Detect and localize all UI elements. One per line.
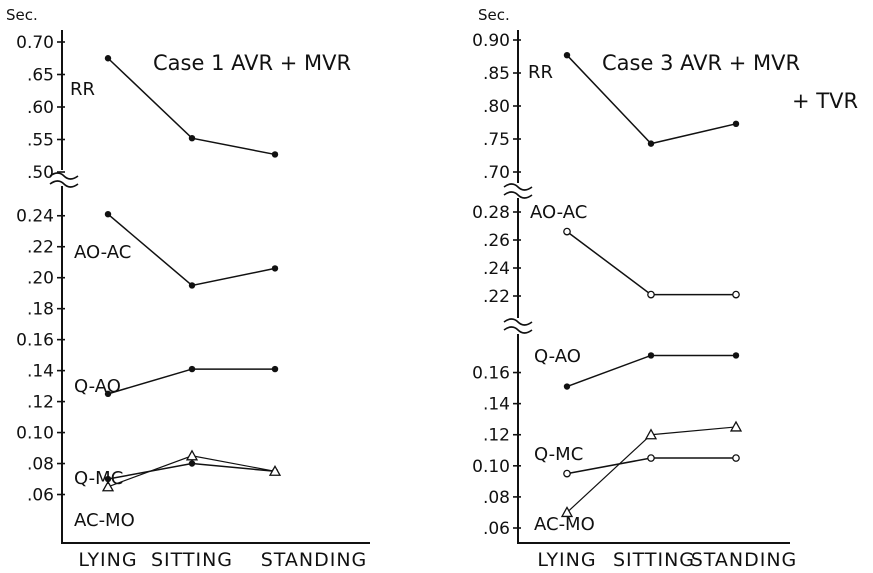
axes [61,30,370,544]
y-tick-label: .65 [27,66,54,86]
x-tick-label-sitting: SITTING [613,549,695,571]
y-tick-label: .22 [483,287,510,307]
series-label-rr: RR [528,62,553,83]
data-point-rr [188,135,196,142]
series-label-q-mc: Q-MC [74,468,123,489]
series-label-ao-ac: AO-AC [530,202,587,223]
y-tick-label: .18 [27,300,54,320]
chart-title-line2: + TVR [792,89,858,113]
data-point-ao-ac [732,290,740,299]
data-point-q-ao [188,365,196,373]
y-tick-label: 0.16 [472,364,510,384]
data-point-rr [563,51,571,59]
y-tick-label: 0.28 [472,203,510,223]
y-tick-label: .06 [27,486,54,506]
x-tick-label-lying: LYING [78,549,137,571]
chart-title: Case 1 AVR + MVR [153,51,351,75]
data-point-q-mc [647,454,655,462]
data-point-ao-ac [563,227,571,236]
data-point-q-mc [732,454,740,462]
data-point-ao-ac [647,290,655,299]
data-point-rr [732,120,740,128]
series-group [101,55,282,492]
data-point-rr [104,55,112,62]
series-label-q-mc: Q-MC [534,444,583,465]
y-tick-label: 0.90 [472,31,510,51]
y-tick-label: .12 [27,393,54,413]
y-tick-label: .55 [27,131,54,151]
x-tick-label-sitting: SITTING [151,549,233,571]
series-line-ao-ac [566,231,736,296]
y-tick-label: .22 [27,238,54,258]
y-tick-label: .80 [483,97,510,117]
series-label-ac-mo: AC-MO [74,510,135,531]
series-label-rr: RR [70,79,95,100]
data-point-q-mc [188,460,196,467]
data-point-ao-ac [104,210,112,218]
data-point-q-ao [563,383,571,390]
data-point-rr [271,151,279,158]
y-tick-label: .24 [483,259,510,279]
data-point-q-ao [732,352,740,359]
series-line-q-ao [107,368,275,395]
chart-title-line1: Case 3 AVR + MVR [602,51,800,75]
y-tick-label: 0.24 [16,207,54,227]
y-tick-label: 0.10 [472,457,510,477]
y-tick-label: .14 [483,395,510,415]
data-point-q-ao [271,365,279,373]
chart-case3: Sec. Case 3 AVR + MVR + TVR 0.90 .85 .80 .7… [472,6,858,571]
y-unit-label: Sec. [478,6,510,24]
series-line-ac-mo [566,426,737,513]
axis-break [49,172,79,188]
data-point-ao-ac [271,265,279,272]
x-tick-label-standing: STANDING [691,549,798,571]
y-tick-label: .60 [27,98,54,118]
axis-break-lower [503,318,533,334]
y-ticks: 0.70 .65 .60 .55 .50 0.24 .22 .20 .18 0.16 .14 .12 0… [16,33,65,506]
series-line-q-ao [566,354,736,388]
y-tick-label: .08 [27,455,54,475]
data-point-ac-mo [268,464,282,476]
data-point-ac-mo [101,480,115,492]
y-tick-label: .14 [27,362,54,382]
axis-break-upper [503,183,533,199]
data-point-ac-mo [729,420,743,432]
x-tick-label-standing: STANDING [261,549,368,571]
data-point-ac-mo [185,449,199,461]
y-tick-label: .06 [483,519,510,539]
y-tick-label: 0.16 [16,331,54,351]
data-point-ac-mo [560,506,574,518]
series-label-q-ao: Q-AO [74,376,121,397]
y-tick-label: .75 [483,130,510,150]
y-ticks: 0.90 .85 .80 .75 .70 0.28 .26 .24 .22 0.16 .14 .12 0… [472,31,521,539]
data-point-ao-ac [188,282,196,289]
y-tick-label: .20 [27,269,54,289]
x-tick-label-lying: LYING [537,549,596,571]
y-unit-label: Sec. [6,6,38,24]
series-label-q-ao: Q-AO [534,346,581,367]
series-label-ao-ac: AO-AC [74,242,131,263]
data-point-q-mc [563,469,571,478]
data-point-rr [647,140,655,147]
chart-case1: Sec. Case 1 AVR + MVR 0.70.65.60.55.500.… [6,6,370,571]
y-tick-label: .12 [483,426,510,446]
data-point-q-ao [104,390,112,398]
y-tick-label: .26 [483,231,510,251]
data-point-q-ao [647,352,655,359]
axes [517,30,790,544]
y-tick-label: 0.70 [16,33,54,53]
y-tick-label: .08 [483,488,510,508]
series-label-ac-mo: AC-MO [534,514,595,535]
y-tick-label: .85 [483,64,510,84]
y-tick-label: 0.10 [16,424,54,444]
y-tick-label: .70 [483,163,510,183]
series-line-ao-ac [107,213,276,287]
y-tick-label: .50 [27,163,54,183]
data-point-ac-mo [644,428,658,440]
series-group [560,51,743,518]
data-point-q-mc [104,475,112,483]
